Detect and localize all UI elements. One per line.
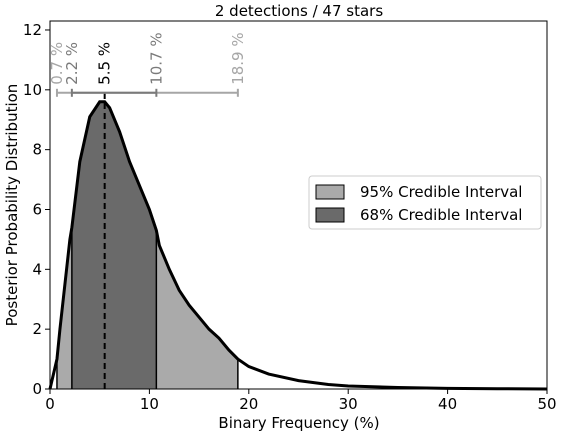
y-tick-label: 12 <box>23 21 42 39</box>
label-low-68: 2.2 % <box>63 42 81 85</box>
x-tick-label: 40 <box>438 395 457 413</box>
y-tick-label: 6 <box>32 200 42 218</box>
x-tick-label: 50 <box>537 395 556 413</box>
posterior-curve <box>48 100 548 391</box>
x-tick-label: 30 <box>339 395 358 413</box>
plot-frame <box>49 20 548 390</box>
y-tick-label: 0 <box>32 380 42 398</box>
legend: 95% Credible Interval 68% Credible Inter… <box>308 175 542 230</box>
legend-swatch-95 <box>315 184 345 200</box>
legend-label-68: 68% Credible Interval <box>360 206 522 224</box>
y-tick-label: 2 <box>32 320 42 338</box>
chart-title: 2 detections / 47 stars <box>215 2 383 20</box>
y-axis-ticks: 0 2 4 6 8 10 12 <box>23 21 50 398</box>
y-tick-label: 10 <box>23 81 42 99</box>
interval-boundary-lines <box>56 227 239 389</box>
y-tick-label: 8 <box>32 141 42 159</box>
label-high-68: 10.7 % <box>147 32 165 84</box>
label-median: 5.5 % <box>96 42 114 85</box>
y-axis-label: Posterior Probability Distribution <box>3 84 21 327</box>
x-axis-ticks: 0 10 20 30 40 50 <box>45 389 557 413</box>
y-tick-label: 4 <box>32 260 42 278</box>
interval-fills <box>56 101 238 389</box>
x-axis-label: Binary Frequency (%) <box>218 414 379 432</box>
legend-label-95: 95% Credible Interval <box>360 183 522 201</box>
legend-box <box>308 175 542 230</box>
x-tick-label: 10 <box>140 395 159 413</box>
x-tick-label: 20 <box>239 395 258 413</box>
fill-68-credible-interval <box>71 101 157 389</box>
x-tick-label: 0 <box>45 395 55 413</box>
label-low-95: 0.7 % <box>48 42 66 85</box>
legend-swatch-68 <box>315 207 345 223</box>
interval-bars <box>55 88 239 97</box>
label-high-95: 18.9 % <box>229 32 247 84</box>
